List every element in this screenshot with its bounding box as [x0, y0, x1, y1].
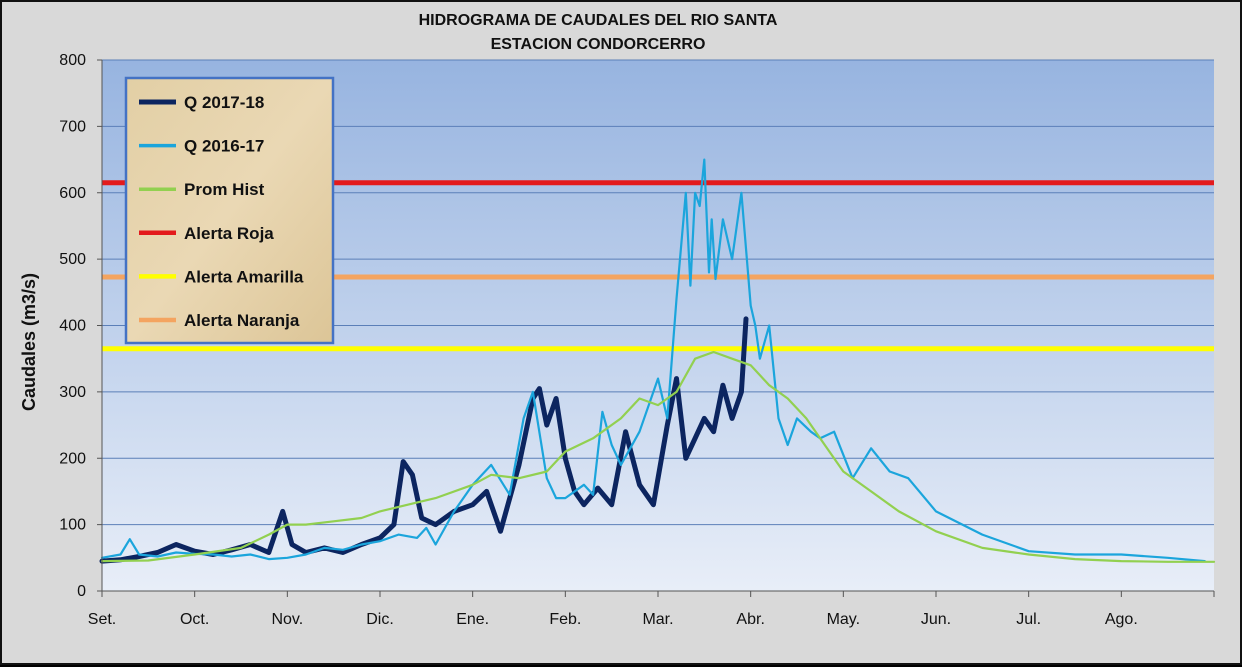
- x-tick-label: Ene.: [456, 611, 489, 628]
- x-tick-label: Abr.: [736, 611, 764, 628]
- legend-item-label: Q 2016-17: [184, 137, 264, 156]
- legend-item-label: Prom Hist: [184, 180, 265, 199]
- y-tick-label: 100: [59, 517, 86, 534]
- x-tick-label: Dic.: [366, 611, 394, 628]
- series-line: [100, 158, 1206, 563]
- x-tick-label: Ago.: [1105, 611, 1138, 628]
- x-tick-label: Jun.: [921, 611, 951, 628]
- y-axis-label: Caudales (m3/s): [19, 273, 39, 411]
- chart-title: HIDROGRAMA DE CAUDALES DEL RIO SANTA: [419, 12, 778, 29]
- chart-subtitle: ESTACION CONDORCERRO: [491, 36, 706, 53]
- y-tick-label: 700: [59, 118, 86, 135]
- y-tick-label: 300: [59, 384, 86, 401]
- x-tick-label: Jul.: [1016, 611, 1041, 628]
- x-tick-label: Oct.: [180, 611, 209, 628]
- y-tick-label: 400: [59, 318, 86, 335]
- x-tick-label: Feb.: [549, 611, 581, 628]
- y-tick-label: 800: [59, 52, 86, 69]
- y-tick-label: 500: [59, 251, 86, 268]
- legend-item-label: Q 2017-18: [184, 93, 264, 112]
- series-line: [100, 350, 1216, 563]
- y-tick-label: 200: [59, 450, 86, 467]
- x-tick-label: May.: [827, 611, 860, 628]
- y-tick-label: 0: [77, 583, 86, 600]
- legend: Q 2017-18 Q 2016-17 Prom Hist Alerta Roja Al…: [124, 76, 335, 345]
- legend-item-label: Alerta Roja: [184, 224, 274, 243]
- x-tick-label: Nov.: [271, 611, 303, 628]
- x-tick-label: Mar.: [642, 611, 673, 628]
- x-tick-label: Set.: [88, 611, 116, 628]
- y-tick-label: 600: [59, 185, 86, 202]
- legend-item-label: Alerta Naranja: [184, 311, 300, 330]
- legend-item-label: Alerta Amarilla: [184, 267, 304, 286]
- legend-box: [124, 76, 335, 345]
